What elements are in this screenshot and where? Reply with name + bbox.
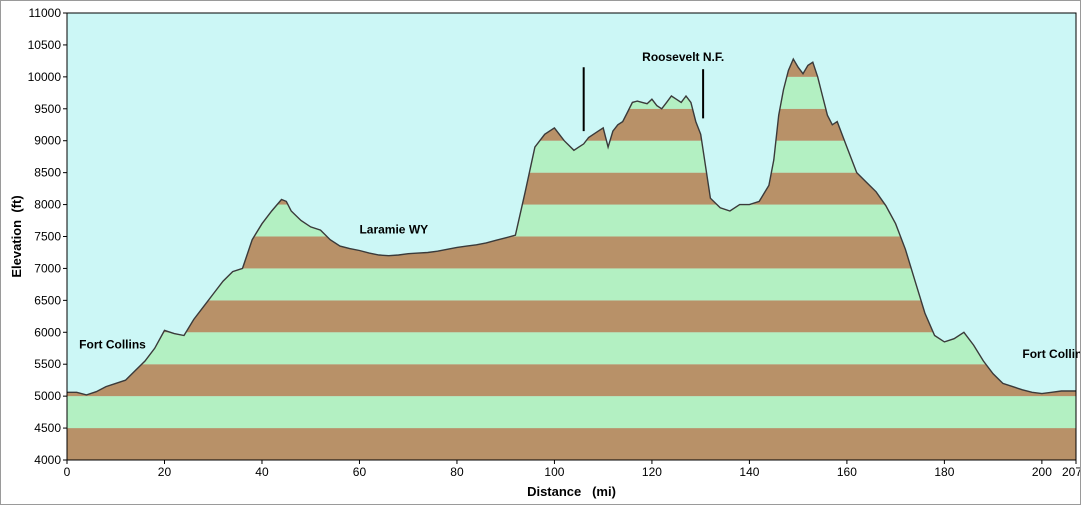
elevation-band [67, 396, 1076, 429]
y-tick-label: 9500 [34, 102, 61, 116]
y-tick-label: 10500 [28, 38, 62, 52]
x-tick-label: 40 [255, 465, 269, 479]
y-tick-label: 7000 [34, 261, 61, 275]
elevation-band [67, 268, 1076, 301]
x-tick-label: 60 [353, 465, 367, 479]
y-tick-label: 4000 [34, 453, 61, 467]
y-tick-label: 5500 [34, 357, 61, 371]
y-tick-label: 6000 [34, 325, 61, 339]
y-tick-label: 7500 [34, 230, 61, 244]
place-annotations: Fort Collins Laramie WY Roosevelt N.F. Fort… [79, 50, 1081, 361]
elevation-band [67, 332, 1076, 365]
x-axis-ticks: 0 20 40 60 80 100 120 140 160 180 200 207 [64, 460, 1081, 479]
x-tick-label: 160 [837, 465, 857, 479]
x-tick-label: 100 [544, 465, 564, 479]
x-tick-label: 180 [934, 465, 954, 479]
x-tick-label: 0 [64, 465, 71, 479]
place-annotation: Laramie WY [359, 222, 428, 236]
y-axis-ticks: 4000 4500 5000 5500 6000 6500 7000 7500 8000 8500… [28, 6, 67, 467]
place-annotation: Fort Collins [1022, 347, 1080, 361]
y-tick-label: 9000 [34, 134, 61, 148]
x-tick-label: 140 [739, 465, 759, 479]
x-axis-title: Distance (mi) [527, 484, 616, 499]
elevation-band [67, 364, 1076, 397]
place-annotation: Fort Collins [79, 337, 146, 351]
x-tick-label: 20 [158, 465, 172, 479]
y-axis-title: Elevation (ft) [9, 195, 24, 277]
place-annotation: Roosevelt N.F. [642, 50, 724, 64]
y-tick-label: 8000 [34, 198, 61, 212]
x-tick-label: 200 [1032, 465, 1052, 479]
y-tick-label: 8500 [34, 166, 61, 180]
elevation-band [67, 428, 1076, 460]
x-tick-label: 80 [450, 465, 464, 479]
x-tick-label: 207 [1062, 465, 1080, 479]
x-tick-label: 120 [642, 465, 662, 479]
region-markers [582, 67, 705, 132]
y-tick-label: 4500 [34, 421, 61, 435]
y-tick-label: 11000 [29, 6, 62, 20]
y-tick-label: 5000 [34, 389, 61, 403]
elevation-profile-line [67, 57, 1076, 396]
y-tick-label: 6500 [34, 293, 61, 307]
elevation-band [67, 300, 1076, 333]
y-tick-label: 10000 [28, 70, 62, 84]
